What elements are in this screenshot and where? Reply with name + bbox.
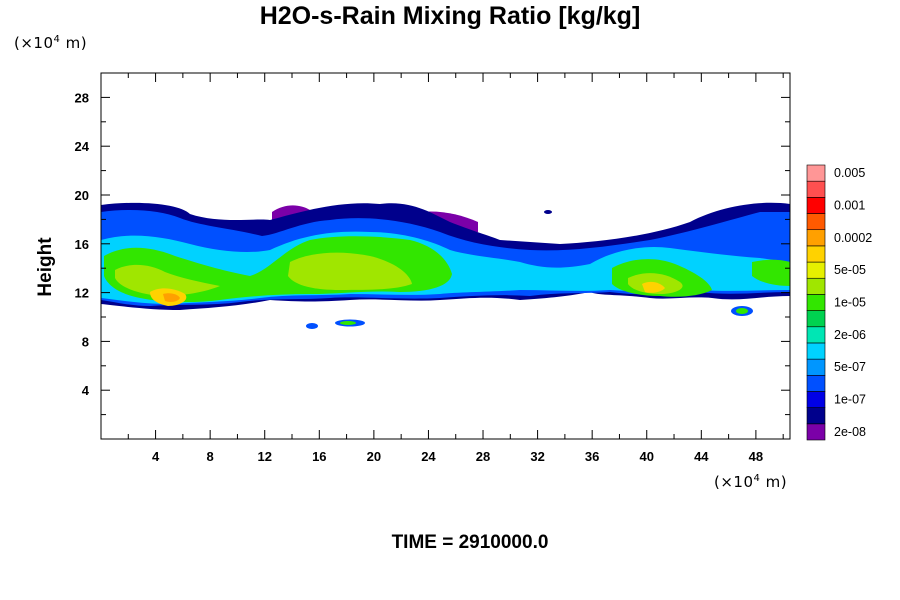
- y-tick-label: 8: [82, 334, 89, 349]
- colorbar-swatch: [806, 423, 826, 441]
- x-tick-label: 20: [367, 449, 381, 464]
- field-level-7b: [642, 281, 665, 293]
- time-label: TIME = 2910000.0: [391, 532, 549, 553]
- colorbar-swatch: [806, 407, 826, 425]
- colorbar-swatch: [806, 197, 826, 214]
- colorbar-swatch: [806, 294, 826, 311]
- colorbar-swatch: [806, 326, 826, 344]
- colorbar-label: 2e-06: [834, 328, 866, 342]
- cell-small-c-core: [736, 308, 748, 314]
- colorbar-label: 0.0002: [834, 231, 872, 245]
- colorbar-swatch: [806, 261, 826, 279]
- colorbar-label: 0.005: [834, 166, 865, 180]
- colorbar-label: 5e-07: [834, 360, 866, 374]
- x-axis-unit: (×104 m): [714, 473, 788, 491]
- y-tick-label: 20: [75, 188, 89, 203]
- cell-small-a: [306, 323, 318, 329]
- colorbar-label: 1e-05: [834, 296, 866, 310]
- colorbar-swatch: [806, 391, 826, 408]
- x-tick-label: 40: [640, 449, 654, 464]
- colorbar-swatch: [806, 358, 826, 376]
- colorbar-swatch: [806, 229, 826, 247]
- field-level-8: [163, 293, 180, 302]
- y-tick-label: 28: [75, 90, 89, 105]
- colorbar-swatch: [806, 310, 826, 328]
- y-tick-label: 12: [75, 286, 89, 301]
- x-tick-label: 16: [312, 449, 326, 464]
- colorbar-swatch: [806, 342, 826, 360]
- y-tick-label: 4: [82, 383, 90, 398]
- x-tick-label: 12: [257, 449, 271, 464]
- x-tick-label: 8: [207, 449, 214, 464]
- plot-frame: [100, 72, 791, 440]
- x-tick-label: 44: [694, 449, 709, 464]
- field-level-5c: [752, 259, 790, 286]
- y-axis-unit: (×104 m): [14, 34, 88, 52]
- colorbar: 2e-08 1e-07 5e-07 2e-06 1e-05 5e-05 0.0002 0.00…: [806, 164, 872, 441]
- y-tick-label: 16: [75, 237, 89, 252]
- colorbar-swatch: [806, 374, 826, 392]
- colorbar-swatch: [806, 180, 826, 198]
- x-tick-label: 32: [530, 449, 544, 464]
- colorbar-label: 1e-07: [834, 393, 866, 407]
- colorbar-swatch: [806, 277, 826, 295]
- field-level-6: [115, 264, 220, 296]
- cell-small-d: [544, 210, 552, 214]
- chart-title: H2O-s-Rain Mixing Ratio [kg/kg]: [259, 2, 641, 30]
- x-tick-label: 48: [749, 449, 763, 464]
- y-tick-label: 24: [75, 139, 90, 154]
- x-tick-label: 4: [152, 449, 160, 464]
- field-level-6b: [288, 252, 412, 290]
- colorbar-label: 2e-08: [834, 425, 866, 439]
- colorbar-swatch: [806, 245, 826, 263]
- cell-small-b-core: [340, 321, 356, 325]
- colorbar-swatch: [806, 213, 826, 231]
- colorbar-label: 5e-05: [834, 263, 866, 277]
- rain-field-layer: [101, 202, 790, 329]
- colorbar-label: 0.001: [834, 198, 865, 212]
- colorbar-swatch: [806, 164, 826, 182]
- x-tick-label: 36: [585, 449, 599, 464]
- x-tick-label: 28: [476, 449, 490, 464]
- x-tick-label: 24: [421, 449, 436, 464]
